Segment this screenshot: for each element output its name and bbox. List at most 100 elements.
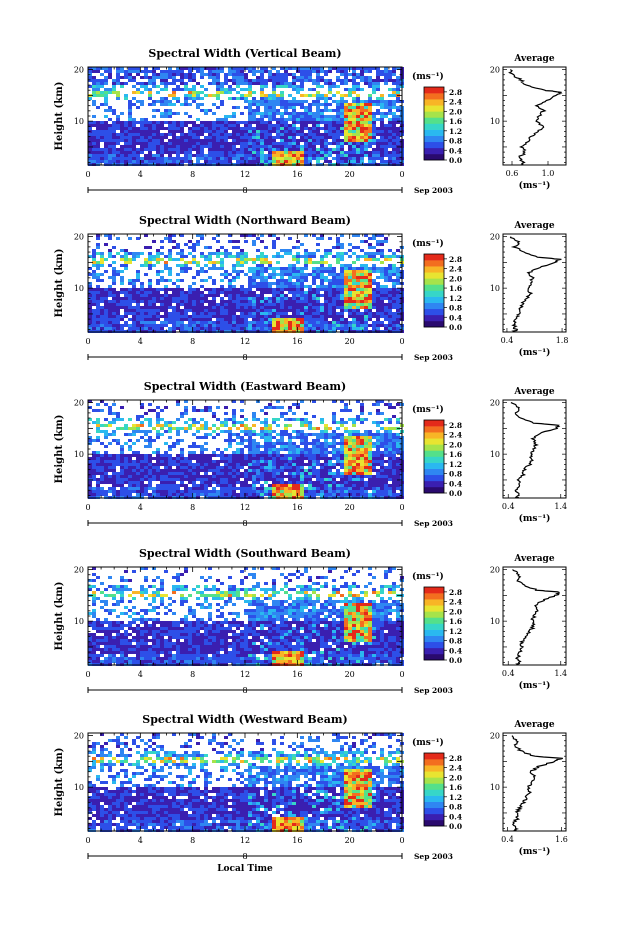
x-tick-label: 16 (292, 337, 302, 346)
y-tick-label: 10 (74, 450, 84, 459)
x-tick-label: 0 (85, 170, 90, 179)
x-tick-label: 8 (190, 503, 195, 512)
x-tick-label: 0 (85, 836, 90, 845)
x-tick-label: 4 (138, 670, 143, 679)
heatmap (88, 400, 404, 499)
x-tick-label: 20 (345, 670, 355, 679)
colorbar-tick: 0.0 (449, 656, 462, 665)
y-axis-label: Height (km) (54, 82, 65, 151)
x-tick-label: 0 (85, 670, 90, 679)
x-tick-label: 8 (190, 836, 195, 845)
colorbar-tick: 1.2 (449, 460, 462, 469)
colorbar-tick: 1.6 (449, 783, 462, 792)
y-axis-label: Height (km) (54, 748, 65, 817)
x-tick-label: 0 (399, 836, 404, 845)
x-tick-label: 0 (85, 337, 90, 346)
day-label: 8 (242, 519, 247, 528)
average-frame (502, 732, 567, 832)
average-y-tick: 20 (490, 66, 500, 75)
average-x-tick: 0.4 (502, 502, 515, 511)
colorbar-unit: (ms⁻¹) (412, 737, 444, 748)
x-tick-label: 0 (85, 503, 90, 512)
colorbar-unit: (ms⁻¹) (412, 404, 444, 415)
x-tick-label: 4 (138, 503, 143, 512)
y-tick-label: 20 (74, 732, 84, 741)
average-x-label: (ms⁻¹) (519, 180, 551, 191)
panel-3 (87, 566, 567, 693)
x-tick-label: 8 (190, 337, 195, 346)
x-tick-label: 16 (292, 170, 302, 179)
colorbar (423, 419, 447, 494)
colorbar-tick: 2.8 (449, 754, 462, 763)
average-y-tick: 10 (490, 284, 500, 293)
date-label: Sep 2003 (414, 852, 453, 861)
average-y-tick: 20 (490, 566, 500, 575)
panel-title: Spectral Width (Northward Beam) (139, 214, 351, 227)
x-tick-label: 12 (240, 170, 250, 179)
average-profile-line (512, 569, 560, 666)
average-x-tick: 1.8 (556, 336, 569, 345)
colorbar-tick: 1.2 (449, 127, 462, 136)
colorbar-tick: 0.0 (449, 489, 462, 498)
colorbar-unit: (ms⁻¹) (412, 571, 444, 582)
y-tick-label: 10 (74, 617, 84, 626)
y-axis-label: Height (km) (54, 415, 65, 484)
x-tick-label: 16 (292, 836, 302, 845)
y-tick-label: 20 (74, 399, 84, 408)
date-label: Sep 2003 (414, 686, 453, 695)
average-x-label: (ms⁻¹) (519, 846, 551, 857)
x-tick-label: 12 (240, 337, 250, 346)
colorbar-tick: 1.6 (449, 284, 462, 293)
heatmap (88, 234, 404, 333)
x-axis-label: Local Time (217, 864, 273, 874)
y-tick-label: 20 (74, 66, 84, 75)
panel-1 (87, 233, 567, 360)
x-tick-label: 4 (138, 836, 143, 845)
x-tick-label: 0 (399, 670, 404, 679)
average-title: Average (513, 54, 554, 64)
average-x-tick: 1.4 (554, 669, 567, 678)
colorbar-tick: 2.0 (449, 274, 462, 283)
heatmap (88, 67, 404, 166)
colorbar-tick: 2.0 (449, 607, 462, 616)
colorbar-tick: 1.6 (449, 450, 462, 459)
colorbar-tick: 0.0 (449, 156, 462, 165)
x-tick-label: 16 (292, 670, 302, 679)
x-tick-label: 20 (345, 836, 355, 845)
x-tick-label: 20 (345, 337, 355, 346)
colorbar-unit: (ms⁻¹) (412, 238, 444, 249)
colorbar-tick: 2.4 (449, 764, 462, 773)
colorbar-tick: 1.6 (449, 117, 462, 126)
day-label: 8 (242, 353, 247, 362)
average-x-label: (ms⁻¹) (519, 680, 551, 691)
colorbar-tick: 0.4 (449, 646, 462, 655)
average-x-tick: 1.0 (542, 169, 555, 178)
average-y-tick: 10 (490, 617, 500, 626)
colorbar (423, 253, 447, 328)
date-label: Sep 2003 (414, 186, 453, 195)
y-tick-label: 10 (74, 117, 84, 126)
average-frame (502, 66, 567, 166)
y-axis-label: Height (km) (54, 582, 65, 651)
average-x-tick: 1.6 (555, 835, 568, 844)
colorbar-tick: 0.8 (449, 470, 462, 479)
colorbar-tick: 2.0 (449, 773, 462, 782)
x-tick-label: 16 (292, 503, 302, 512)
average-y-tick: 20 (490, 233, 500, 242)
colorbar-tick: 0.8 (449, 304, 462, 313)
date-label: Sep 2003 (414, 519, 453, 528)
panel-title: Spectral Width (Southward Beam) (139, 547, 351, 560)
x-tick-label: 0 (399, 337, 404, 346)
x-tick-label: 0 (399, 503, 404, 512)
colorbar-tick: 0.4 (449, 479, 462, 488)
y-axis-label: Height (km) (54, 249, 65, 318)
average-profile-line (510, 402, 561, 499)
colorbar-tick: 2.8 (449, 88, 462, 97)
colorbar-tick: 0.8 (449, 803, 462, 812)
colorbar-unit: (ms⁻¹) (412, 71, 444, 82)
colorbar-tick: 0.4 (449, 812, 462, 821)
x-tick-label: 4 (138, 170, 143, 179)
panel-title: Spectral Width (Vertical Beam) (148, 47, 341, 60)
heatmap (88, 567, 404, 666)
y-tick-label: 10 (74, 783, 84, 792)
